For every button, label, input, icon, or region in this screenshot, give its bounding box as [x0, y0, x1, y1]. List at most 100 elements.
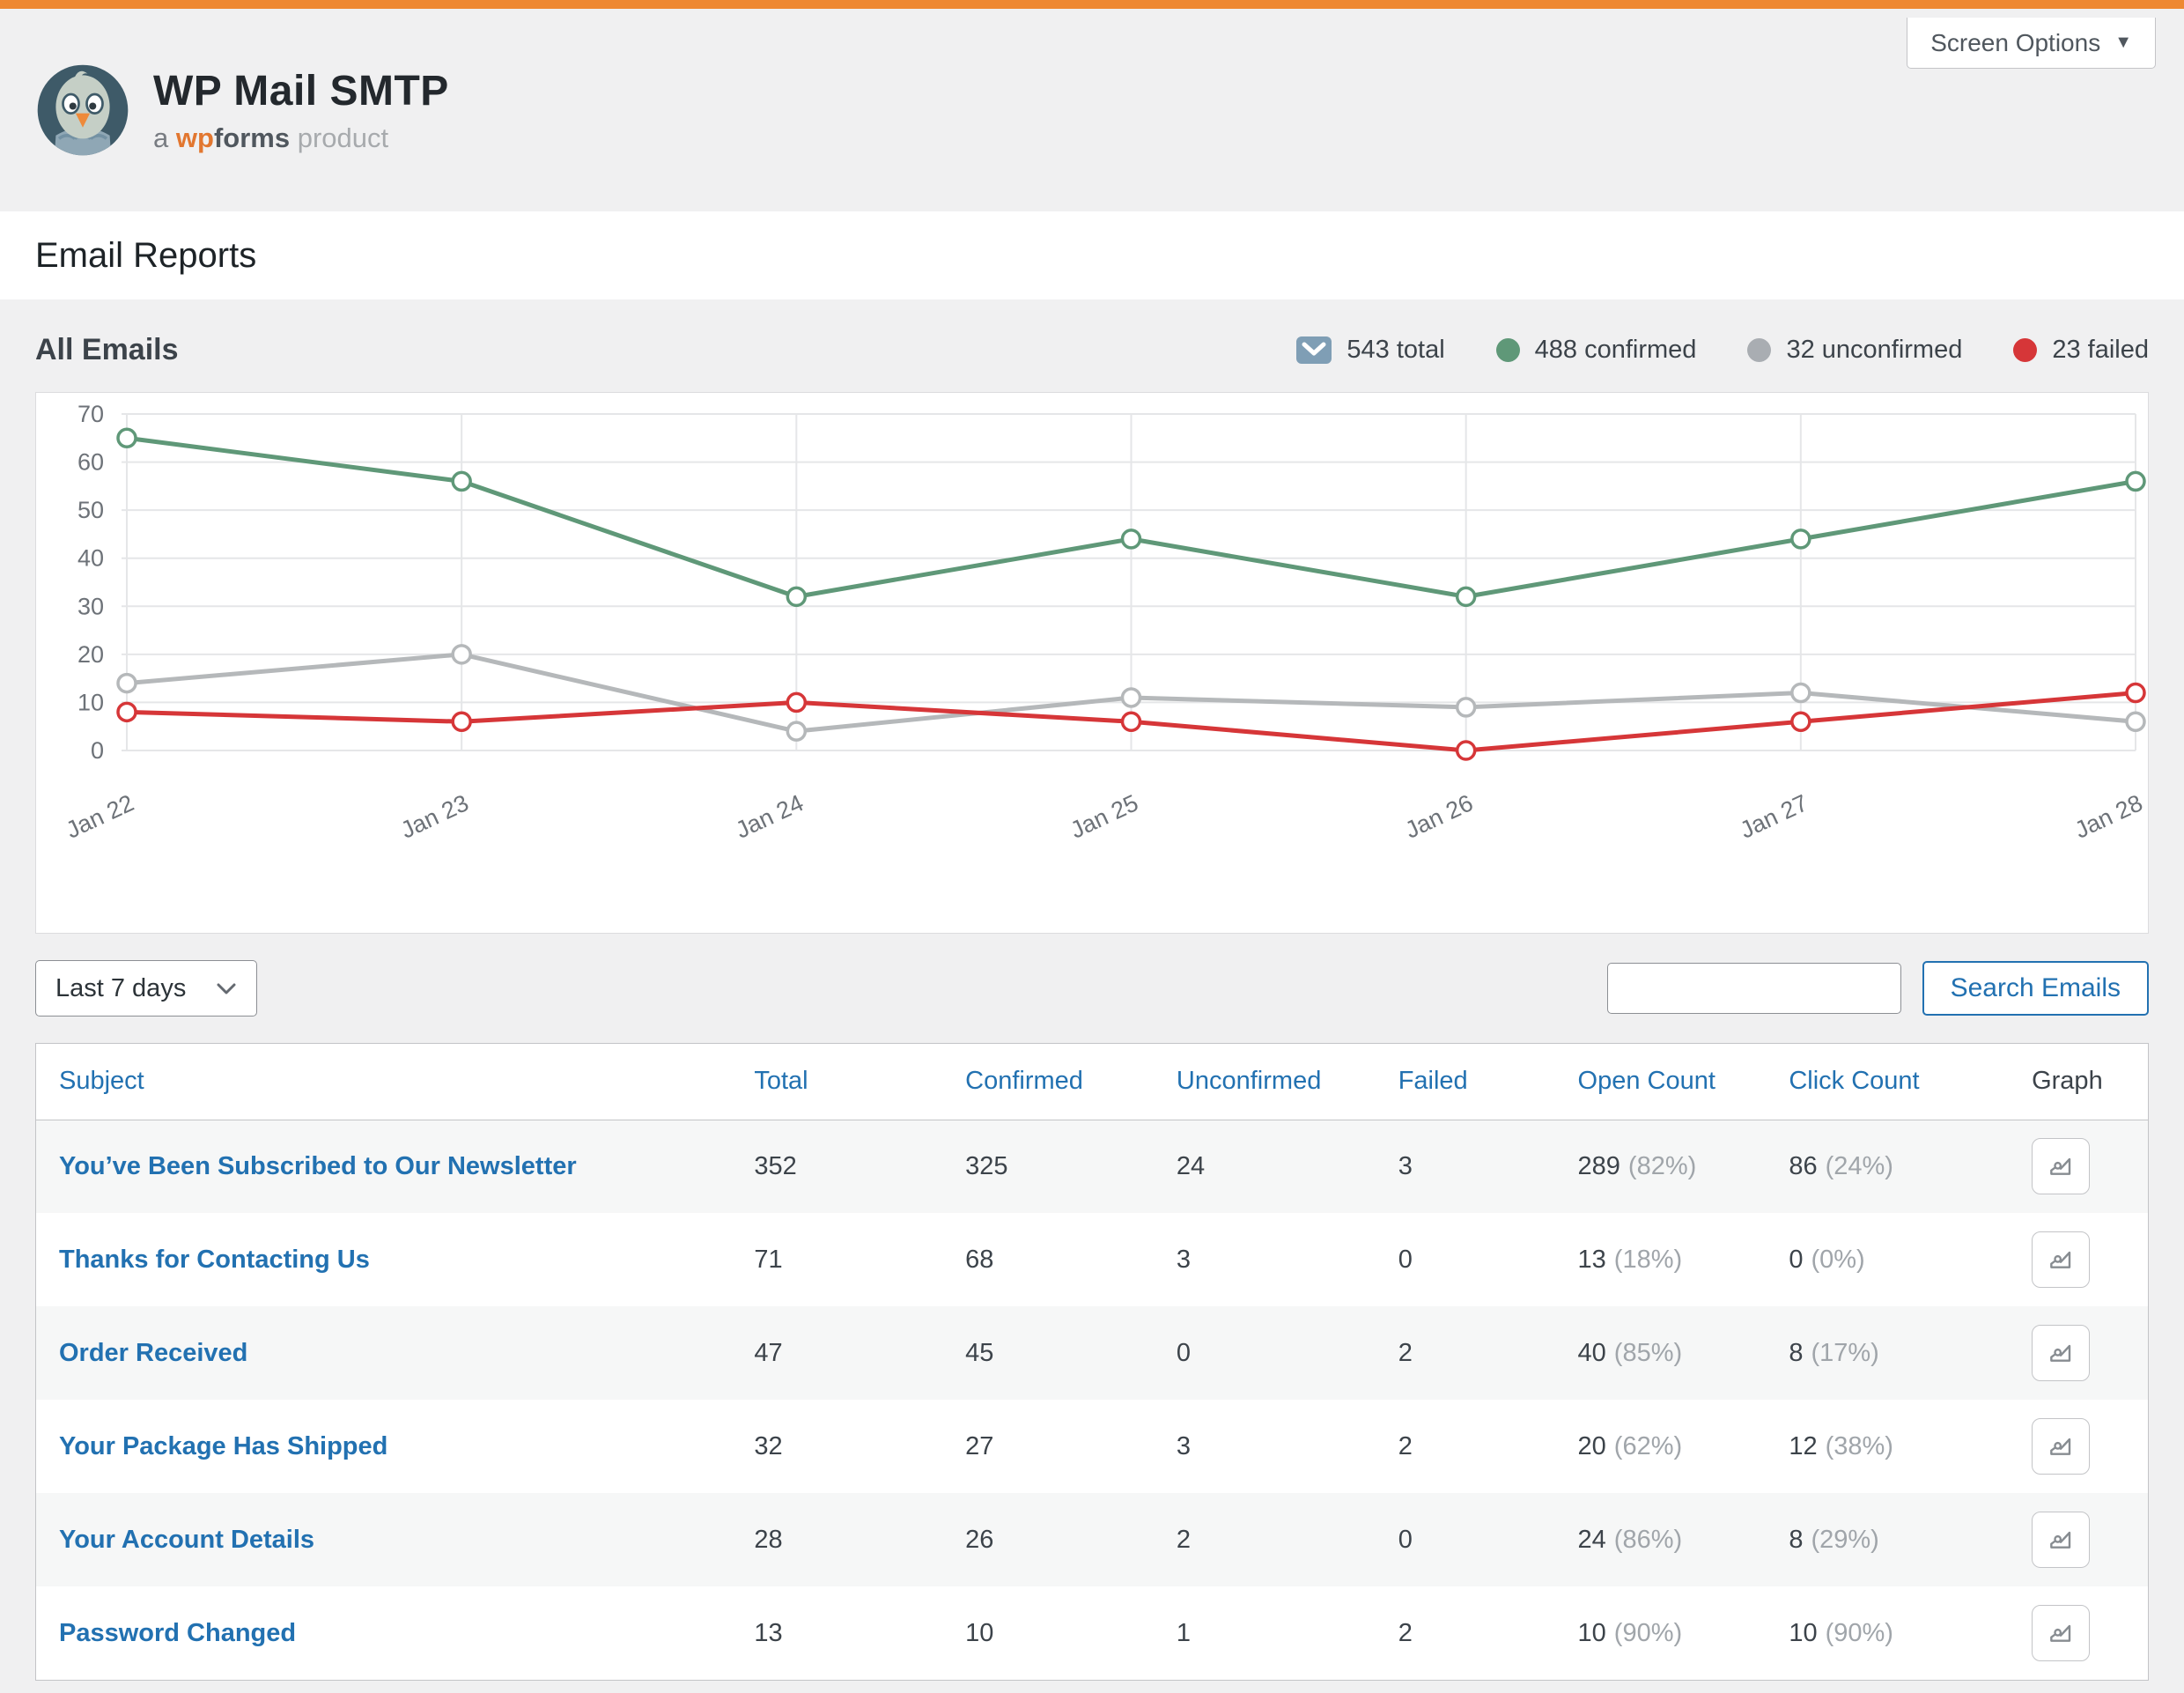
row-graph-button[interactable] — [2032, 1325, 2091, 1381]
search-input[interactable] — [1606, 963, 1901, 1014]
cell-unconfirmed: 3 — [1176, 1245, 1192, 1274]
svg-text:Jan 26: Jan 26 — [1401, 789, 1477, 843]
legend-item: 32 unconfirmed — [1747, 336, 1962, 365]
chevron-down-icon — [217, 983, 236, 994]
cell-graph — [2032, 1213, 2148, 1306]
search-emails-button[interactable]: Search Emails — [1922, 961, 2149, 1016]
sort-link-unconfirmed[interactable]: Unconfirmed — [1176, 1067, 1322, 1096]
section-head: All Emails 543 total 488 confirmed 32 unco… — [35, 299, 2149, 392]
report-controls: Last 7 days Search Emails — [35, 960, 2149, 1017]
cell-total: 47 — [754, 1338, 783, 1367]
plugin-titles: WP Mail SMTP a wpforms product — [153, 67, 449, 154]
row-graph-button[interactable] — [2032, 1605, 2091, 1661]
app-title: WP Mail SMTP — [153, 67, 449, 115]
cell-subject: Password Changed — [36, 1586, 754, 1680]
click-count-value: 8 — [1789, 1525, 1804, 1554]
wpforms-brand-forms: forms — [213, 122, 291, 153]
mail-icon — [1296, 336, 1332, 364]
cell-unconfirmed: 24 — [1176, 1151, 1206, 1180]
trend-chart-icon — [2050, 1438, 2071, 1455]
subject-link[interactable]: Your Package Has Shipped — [59, 1431, 388, 1460]
svg-text:0: 0 — [91, 737, 104, 764]
subject-link[interactable]: Order Received — [59, 1338, 248, 1367]
cell-graph — [2032, 1120, 2148, 1213]
date-range-value: Last 7 days — [55, 973, 187, 1002]
cell-graph — [2032, 1400, 2148, 1493]
row-graph-button[interactable] — [2032, 1138, 2091, 1195]
sort-link-total[interactable]: Total — [754, 1067, 808, 1096]
cell-open-count: 10 (90%) — [1578, 1586, 1789, 1680]
legend-label: 23 failed — [2052, 336, 2149, 364]
pigeon-logo-icon — [37, 64, 129, 156]
svg-text:Jan 27: Jan 27 — [1736, 789, 1811, 843]
cell-unconfirmed: 0 — [1176, 1338, 1192, 1367]
email-reports-table-card: Subject Total Confirmed Unconfirmed Failed Op… — [35, 1043, 2149, 1681]
emails-line-chart: 0 10 20 30 40 50 60 70 Jan 22 Jan 23 Jan 24 Jan 25 J… — [62, 401, 2146, 844]
subject-link[interactable]: Thanks for Contacting Us — [59, 1245, 370, 1274]
sort-link-confirmed[interactable]: Confirmed — [965, 1067, 1083, 1096]
subject-link[interactable]: Password Changed — [59, 1618, 297, 1647]
row-graph-button[interactable] — [2032, 1231, 2091, 1288]
cell-total: 28 — [754, 1525, 783, 1554]
email-report-chart-card: 0 10 20 30 40 50 60 70 Jan 22 Jan 23 Jan 24 Jan 25 J… — [35, 392, 2149, 934]
legend-dot-icon — [1747, 338, 1772, 362]
open-count-value: 13 — [1577, 1245, 1606, 1274]
wpforms-brand-wp: wp — [175, 122, 214, 153]
click-count-percent: (24%) — [1825, 1151, 1893, 1180]
tagline: a wpforms product — [153, 122, 449, 154]
legend-dot-icon — [2013, 338, 2038, 362]
wp-mail-smtp-logo — [35, 63, 130, 158]
cell-total: 32 — [754, 1431, 783, 1460]
open-count-percent: (62%) — [1613, 1431, 1683, 1460]
subject-link[interactable]: Your Account Details — [59, 1525, 315, 1554]
page-title: Email Reports — [35, 235, 257, 275]
table-row: Your Package Has Shipped 32 27 3 2 20 (62… — [36, 1400, 2148, 1493]
column-header-subject: Subject — [36, 1044, 755, 1120]
column-header-confirmed: Confirmed — [965, 1044, 1177, 1120]
table-row: Thanks for Contacting Us 71 68 3 0 13 (18… — [36, 1213, 2148, 1306]
click-count-percent: (38%) — [1825, 1431, 1893, 1460]
sort-link-open_count[interactable]: Open Count — [1577, 1067, 1715, 1096]
column-header-click_count: Click Count — [1789, 1044, 2033, 1120]
subject-link[interactable]: You’ve Been Subscribed to Our Newsletter — [59, 1151, 577, 1180]
sort-link-subject[interactable]: Subject — [59, 1067, 144, 1096]
email-reports-table: Subject Total Confirmed Unconfirmed Failed Op… — [36, 1044, 2148, 1680]
open-count-percent: (85%) — [1613, 1338, 1683, 1367]
svg-text:Jan 25: Jan 25 — [1066, 789, 1142, 843]
open-count-value: 40 — [1577, 1338, 1606, 1367]
tagline-suffix: product — [297, 122, 389, 153]
cell-failed: 3 — [1398, 1151, 1413, 1180]
sort-link-click_count[interactable]: Click Count — [1789, 1067, 1920, 1096]
table-row: Your Account Details 28 26 2 0 24 (86%) 8… — [36, 1493, 2148, 1586]
screen-options-label: Screen Options — [1930, 28, 2101, 56]
cell-subject: Your Package Has Shipped — [36, 1400, 754, 1493]
open-count-percent: (18%) — [1613, 1245, 1683, 1274]
column-label-graph: Graph — [2032, 1067, 2103, 1096]
click-count-value: 10 — [1789, 1618, 1818, 1647]
email-reports-content: All Emails 543 total 488 confirmed 32 unco… — [0, 299, 2184, 1693]
row-graph-button[interactable] — [2032, 1418, 2091, 1475]
screen-options-button[interactable]: Screen Options ▼ — [1907, 18, 2156, 69]
table-row: Password Changed 13 10 1 2 10 (90%) 10 (90… — [36, 1586, 2148, 1680]
trend-chart-icon — [2050, 1344, 2071, 1362]
column-header-total: Total — [754, 1044, 966, 1120]
column-header-unconfirmed: Unconfirmed — [1176, 1044, 1398, 1120]
cell-failed: 0 — [1398, 1525, 1413, 1554]
open-count-percent: (90%) — [1613, 1618, 1683, 1647]
cell-total: 13 — [754, 1618, 783, 1647]
sort-link-failed[interactable]: Failed — [1398, 1067, 1468, 1096]
cell-confirmed: 325 — [965, 1151, 1008, 1180]
row-graph-button[interactable] — [2032, 1512, 2091, 1568]
cell-open-count: 13 (18%) — [1578, 1213, 1789, 1306]
open-count-value: 20 — [1577, 1431, 1606, 1460]
svg-text:70: 70 — [77, 401, 104, 427]
click-count-percent: (90%) — [1825, 1618, 1893, 1647]
cell-open-count: 40 (85%) — [1578, 1306, 1789, 1400]
date-range-select[interactable]: Last 7 days — [35, 960, 258, 1017]
cell-subject: Order Received — [36, 1306, 754, 1400]
search-group: Search Emails — [1606, 961, 2149, 1016]
click-count-value: 0 — [1789, 1245, 1804, 1274]
cell-confirmed: 45 — [965, 1338, 994, 1367]
cell-confirmed: 68 — [965, 1245, 994, 1274]
